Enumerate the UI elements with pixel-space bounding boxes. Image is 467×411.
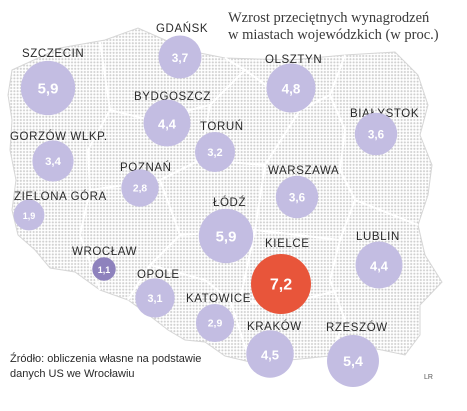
bubble-value-lublin: 4,4: [370, 259, 389, 274]
source-line1: Źródło: obliczenia własne na podstawie: [10, 352, 201, 365]
chart-title-line1: Wzrost przeciętnych wynagrodzeń: [228, 10, 430, 26]
source-line2: danych US we Wrocławiu: [10, 368, 135, 380]
bubble-lodz: [198, 208, 254, 264]
bubble-value-krakow: 4,5: [261, 348, 279, 363]
bubble-value-torun: 3,2: [207, 147, 222, 159]
city-label-gdansk: GDAŃSK: [156, 22, 208, 35]
city-label-katowice: KATOWICE: [186, 293, 251, 305]
city-label-bydgoszcz: BYDGOSZCZ: [134, 91, 211, 103]
city-label-gorzow: GORZÓW WLKP.: [10, 130, 108, 143]
bubble-bialystok: [354, 112, 398, 156]
bubble-torun: [195, 132, 235, 172]
bubble-gorzow: [32, 140, 74, 182]
bubble-opole: [135, 278, 175, 318]
bubble-poznan: [121, 169, 159, 207]
bubble-rzeszow: [327, 335, 379, 387]
bubble-value-wroclaw: 1,1: [98, 265, 111, 275]
bubble-kielce: [251, 254, 311, 314]
city-label-opole: OPOLE: [137, 269, 180, 281]
bubble-wroclaw: [92, 257, 116, 281]
bubble-zielona-gora: [13, 199, 45, 231]
city-label-olsztyn: OLSZTYN: [265, 54, 322, 66]
bubble-value-zielona-gora: 1,9: [23, 211, 36, 221]
city-label-warszawa: WARSZAWA: [268, 165, 339, 177]
city-label-torun: TORUŃ: [200, 120, 244, 133]
bubble-value-bialystok: 3,6: [368, 129, 385, 142]
city-label-zielona-gora: ZIELONA GÓRA: [14, 190, 107, 203]
bubble-olsztyn: [266, 63, 316, 113]
bubble-szczecin: [20, 60, 76, 116]
bubble-value-opole: 3,1: [147, 293, 162, 305]
bubble-gdansk: [158, 35, 202, 79]
bubble-bydgoszcz: [143, 99, 191, 147]
bubble-katowice: [195, 303, 235, 343]
bubble-value-rzeszow: 5,4: [343, 354, 363, 370]
bubble-value-bydgoszcz: 4,4: [158, 117, 177, 132]
author-credit: LR: [424, 374, 433, 381]
bubble-krakow: [246, 330, 294, 378]
bubble-value-olsztyn: 4,8: [282, 82, 301, 97]
bubble-value-warszawa: 3,6: [289, 192, 306, 205]
bubble-layer: 3,7 5,9 4,8 4,4 3,6 3,4 3,2 2,8 3,6 1,9 5,9 7,2 4,4 1…: [13, 35, 403, 387]
city-label-szczecin: SZCZECIN: [22, 48, 84, 60]
bubble-value-poznan: 2,8: [133, 184, 148, 195]
city-label-lublin: LUBLIN: [356, 231, 400, 243]
region-borders: [79, 41, 419, 363]
bubble-value-gdansk: 3,7: [172, 51, 189, 65]
city-label-lodz: ŁÓDŹ: [213, 196, 246, 209]
bubble-lublin: [355, 241, 403, 289]
bubble-warszawa: [275, 175, 319, 219]
city-label-rzeszow: RZESZÓW: [326, 321, 388, 334]
city-label-krakow: KRAKÓW: [247, 320, 302, 333]
bubble-value-gorzow: 3,4: [45, 156, 61, 168]
chart-title-line2: w miastach wojewódzkich (w proc.): [228, 27, 439, 43]
bubble-value-katowice: 2,9: [208, 319, 223, 330]
city-label-wroclaw: WROCŁAW: [72, 246, 137, 258]
bubble-value-kielce: 7,2: [270, 277, 292, 294]
bubble-value-szczecin: 5,9: [38, 81, 59, 98]
city-label-kielce: KIELCE: [265, 238, 310, 250]
city-label-poznan: POZNAŃ: [120, 161, 172, 174]
bubble-value-lodz: 5,9: [216, 229, 237, 246]
